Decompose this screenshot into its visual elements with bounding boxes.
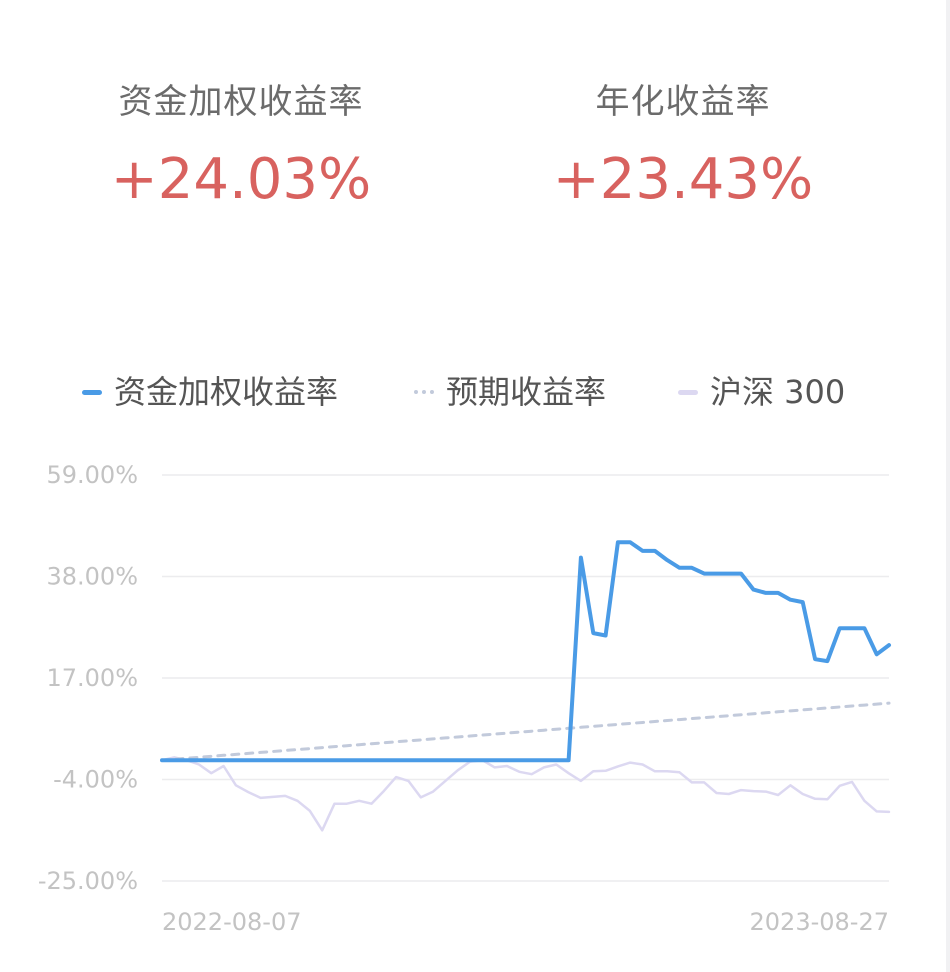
y-tick-label: -4.00% — [53, 766, 138, 794]
chart-legend: 资金加权收益率 预期收益率 沪深 300 — [0, 370, 950, 414]
legend-item-weighted-return[interactable]: 资金加权收益率 — [82, 370, 338, 414]
series-line-csi300 — [160, 756, 891, 832]
legend-item-expected-return[interactable]: 预期收益率 — [414, 370, 606, 414]
legend-swatch-expected-return — [414, 390, 434, 394]
legend-label-expected-return: 预期收益率 — [446, 373, 607, 411]
stat-annualized-return: 年化收益率 +23.43% — [518, 82, 848, 212]
stat-weighted-return-value: +24.03% — [110, 147, 372, 212]
x-axis: 2022-08-07 2023-08-27 — [162, 908, 889, 936]
stat-weighted-return-label: 资金加权收益率 — [118, 82, 364, 122]
legend-swatch-csi300 — [678, 389, 698, 395]
legend-label-csi300: 沪深 300 — [710, 373, 846, 411]
stat-annualized-return-value: +23.43% — [552, 147, 814, 212]
series-line-expected-return — [160, 701, 891, 762]
x-tick-label: 2022-08-07 — [162, 908, 301, 936]
y-tick-label: 59.00% — [46, 461, 138, 489]
y-tick-label: 38.00% — [46, 563, 138, 591]
y-tick-label: -25.00% — [38, 867, 138, 895]
right-edge-border — [946, 0, 950, 972]
legend-swatch-weighted-return — [82, 389, 102, 395]
line-chart: 59.00% 38.00% 17.00% -4.00% -25.00% 2022-08-… — [38, 461, 891, 936]
series-layer — [160, 540, 891, 832]
y-axis: 59.00% 38.00% 17.00% -4.00% -25.00% — [38, 461, 138, 895]
x-tick-label: 2023-08-27 — [750, 908, 889, 936]
stat-weighted-return: 资金加权收益率 +24.03% — [76, 82, 406, 212]
series-line-weighted-return — [160, 540, 891, 763]
grid-lines — [162, 474, 889, 882]
legend-label-weighted-return: 资金加权收益率 — [114, 373, 339, 411]
y-tick-label: 17.00% — [46, 664, 138, 692]
stat-annualized-return-label: 年化收益率 — [595, 82, 771, 122]
legend-item-csi300[interactable]: 沪深 300 — [678, 370, 845, 414]
